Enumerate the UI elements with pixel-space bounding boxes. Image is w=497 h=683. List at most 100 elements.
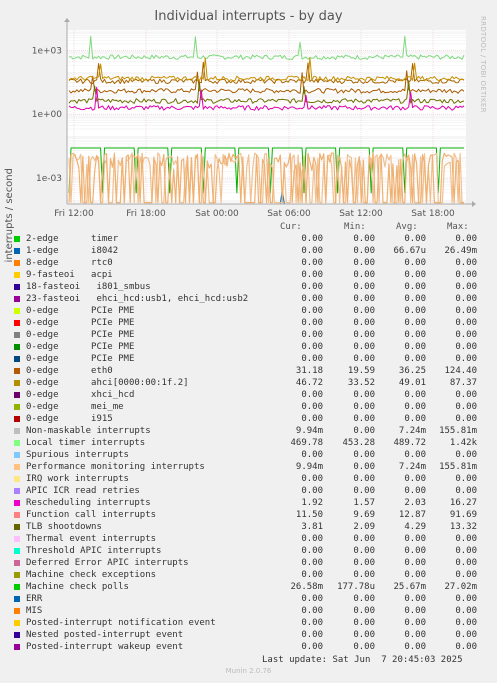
legend-row: Function call interrupts 11.50 9.69 12.87 91… (0, 510, 497, 522)
legend-min-value: 0.00 (353, 462, 375, 472)
legend-swatch (14, 620, 20, 626)
legend-row: 2-edge timer 0.00 0.00 0.00 0.00 (0, 234, 497, 246)
legend-row: 0-edge PCIe PME 0.00 0.00 0.00 0.00 (0, 330, 497, 342)
legend-row: Performance monitoring interrupts 9.94m 0.… (0, 462, 497, 474)
legend-min-value: 0.00 (353, 618, 375, 628)
legend-row: Thermal event interrupts 0.00 0.00 0.00 0.00 (0, 534, 497, 546)
legend-avg-value: 0.00 (404, 354, 426, 364)
legend-min-value: 0.00 (353, 534, 375, 544)
legend-avg-value: 489.72 (393, 438, 426, 448)
legend-min-value: 0.00 (353, 294, 375, 304)
legend-row: ERR 0.00 0.00 0.00 0.00 (0, 594, 497, 606)
legend-min-value: 0.00 (353, 450, 375, 460)
legend-label: 0-edge PCIe PME (26, 306, 135, 316)
legend-row: 1-edge i8042 0.00 0.00 66.67u 26.49m (0, 246, 497, 258)
munin-version: Munin 2.0.76 (225, 667, 272, 675)
legend-avg-value: 0.00 (404, 570, 426, 580)
legend-min-value: 0.00 (353, 306, 375, 316)
legend-cur-value: 0.00 (301, 246, 323, 256)
col-min-header: Min: (344, 222, 366, 232)
legend-cur-value: 0.00 (301, 546, 323, 556)
legend-label: 18-fasteoi i801_smbus (26, 282, 151, 292)
legend-max-value: 0.00 (455, 342, 477, 352)
legend-max-value: 13.32 (449, 522, 477, 532)
legend-cur-value: 0.00 (301, 354, 323, 364)
legend-min-value: 1.57 (353, 498, 375, 508)
col-avg-header: Avg: (396, 222, 418, 232)
legend-cur-value: 0.00 (301, 282, 323, 292)
chart-plot: 1e+03 1e+00 1e-03 Fri 12:00 Fri 18:00 Sat 00:… (32, 18, 476, 219)
legend-swatch (14, 344, 20, 350)
legend-max-value: 0.00 (455, 294, 477, 304)
legend-row: 0-edge mei_me 0.00 0.00 0.00 0.00 (0, 402, 497, 414)
legend-min-value: 0.00 (353, 342, 375, 352)
legend-avg-value: 0.00 (404, 618, 426, 628)
legend-row: APIC ICR read retries 0.00 0.00 0.00 0.00 (0, 486, 497, 498)
legend-min-value: 0.00 (353, 390, 375, 400)
legend-avg-value: 4.29 (404, 522, 426, 532)
x-tick-label: Fri 12:00 (54, 209, 94, 219)
legend-min-value: 0.00 (353, 570, 375, 580)
legend-cur-value: 0.00 (301, 342, 323, 352)
legend-row: 0-edge PCIe PME 0.00 0.00 0.00 0.00 (0, 354, 497, 366)
legend-cur-value: 0.00 (301, 414, 323, 424)
legend-swatch (14, 560, 20, 566)
legend-cur-value: 3.81 (301, 522, 323, 532)
legend-max-value: 0.00 (455, 630, 477, 640)
legend-max-value: 0.00 (455, 606, 477, 616)
legend-min-value: 0.00 (353, 558, 375, 568)
legend-avg-value: 2.03 (404, 498, 426, 508)
series-line (68, 147, 464, 194)
legend-row: Nested posted-interrupt event 0.00 0.00 0.0… (0, 630, 497, 642)
legend-max-value: 0.00 (455, 414, 477, 424)
legend-max-value: 0.00 (455, 282, 477, 292)
legend-max-value: 0.00 (455, 306, 477, 316)
legend-row: Machine check exceptions 0.00 0.00 0.00 0.00 (0, 570, 497, 582)
legend-swatch (14, 404, 20, 410)
legend-max-value: 0.00 (455, 546, 477, 556)
legend-row: 8-edge rtc0 0.00 0.00 0.00 0.00 (0, 258, 497, 270)
legend-label: IRQ work interrupts (26, 474, 129, 484)
legend-swatch (14, 452, 20, 458)
legend-swatch (14, 320, 20, 326)
legend-cur-value: 0.00 (301, 258, 323, 268)
series-line (68, 86, 465, 111)
legend-label: 0-edge PCIe PME (26, 342, 135, 352)
legend-max-value: 16.27 (449, 498, 477, 508)
legend-min-value: 0.00 (353, 594, 375, 604)
legend-cur-value: 0.00 (301, 534, 323, 544)
y-tick-label: 1e+00 (32, 110, 63, 120)
legend-avg-value: 0.00 (404, 546, 426, 556)
legend-max-value: 0.00 (455, 258, 477, 268)
legend-swatch (14, 464, 20, 470)
legend-row: 0-edge ahci[0000:00:1f.2] 46.72 33.52 49.01… (0, 378, 497, 390)
legend-cur-value: 0.00 (301, 390, 323, 400)
legend-swatch (14, 380, 20, 386)
y-axis-arrow (64, 18, 70, 22)
legend-min-value: 177.78u (337, 582, 375, 592)
legend-max-value: 0.00 (455, 558, 477, 568)
legend-min-value: 0.00 (353, 642, 375, 652)
legend-row: 18-fasteoi i801_smbus 0.00 0.00 0.00 0.00 (0, 282, 497, 294)
legend-min-value: 453.28 (342, 438, 375, 448)
legend-row: Deferred Error APIC interrupts 0.00 0.00 0.… (0, 558, 497, 570)
legend-label: MIS (26, 606, 43, 616)
legend-min-value: 0.00 (353, 330, 375, 340)
legend-cur-value: 0.00 (301, 306, 323, 316)
legend-max-value: 0.00 (455, 270, 477, 280)
legend-row: 0-edge i915 0.00 0.00 0.00 0.00 (0, 414, 497, 426)
legend-min-value: 0.00 (353, 246, 375, 256)
legend-label: Machine check exceptions (26, 570, 157, 580)
legend-cur-value: 0.00 (301, 630, 323, 640)
legend-label: 2-edge timer (26, 234, 119, 244)
legend-label: 0-edge i915 (26, 414, 113, 424)
legend-swatch (14, 368, 20, 374)
legend-cur-value: 0.00 (301, 474, 323, 484)
legend-cur-value: 9.94m (295, 462, 323, 472)
legend-label: 0-edge PCIe PME (26, 330, 135, 340)
x-tick-label: Sat 18:00 (411, 209, 455, 219)
legend-cur-value: 0.00 (301, 570, 323, 580)
legend-swatch (14, 488, 20, 494)
legend-cur-value: 11.50 (295, 510, 323, 520)
legend-max-value: 0.00 (455, 618, 477, 628)
